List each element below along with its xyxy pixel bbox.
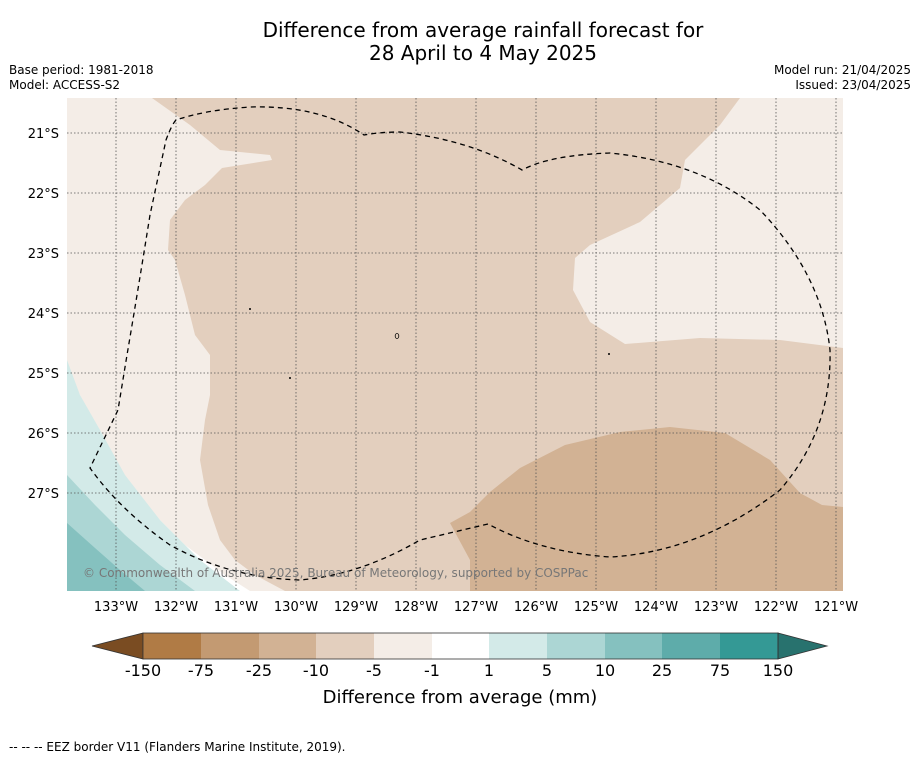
copyright-text: © Commonwealth of Australia 2025, Bureau… xyxy=(83,566,588,580)
model-name: Model: ACCESS-S2 xyxy=(9,78,121,92)
lon-label: 123°W xyxy=(694,600,738,615)
lat-label: 26°S xyxy=(28,427,59,442)
colorbar-tick: -75 xyxy=(188,661,214,680)
grid-lines xyxy=(67,98,843,591)
colorbar-tick: 5 xyxy=(542,661,552,680)
map-area: © Commonwealth of Australia 2025, Bureau… xyxy=(67,98,843,591)
colorbar-segment xyxy=(259,633,316,659)
colorbar-tick: 10 xyxy=(595,661,615,680)
latitude-labels: 21°S 22°S 23°S 24°S 25°S 26°S 27°S xyxy=(28,127,59,502)
lon-label: 124°W xyxy=(634,600,678,615)
region-minus25-minus10 xyxy=(450,427,843,591)
colorbar-tick: -150 xyxy=(125,661,161,680)
meta-left: Base period: 1981-2018 Model: ACCESS-S2 xyxy=(9,63,154,93)
meta-right: Model run: 21/04/2025 Issued: 23/04/2025 xyxy=(774,63,911,93)
lat-label: 24°S xyxy=(28,307,59,322)
eez-legend-footer: -- -- -- EEZ border V11 (Flanders Marine… xyxy=(9,740,346,754)
lon-label: 132°W xyxy=(154,600,198,615)
colorbar-tick: 25 xyxy=(652,661,672,680)
lon-label: 126°W xyxy=(514,600,558,615)
colorbar-tick: 75 xyxy=(710,661,730,680)
colorbar: -150 -75 -25 -10 -5 -1 1 5 10 25 75 150 … xyxy=(91,632,829,708)
lat-label: 27°S xyxy=(28,487,59,502)
lon-label: 131°W xyxy=(214,600,258,615)
lon-label: 121°W xyxy=(814,600,858,615)
colorbar-segment xyxy=(547,633,605,659)
lon-label: 129°W xyxy=(334,600,378,615)
island-dot xyxy=(289,377,291,379)
colorbar-tick: -25 xyxy=(246,661,272,680)
island-dot xyxy=(394,333,400,339)
colorbar-title: Difference from average (mm) xyxy=(323,687,598,708)
issued-date: Issued: 23/04/2025 xyxy=(795,78,911,92)
colorbar-segment xyxy=(374,633,432,659)
map-title: Difference from average rainfall forecas… xyxy=(0,19,919,65)
lat-label: 22°S xyxy=(28,187,59,202)
longitude-labels: 133°W 132°W 131°W 130°W 129°W 128°W 127°… xyxy=(94,600,858,615)
island-dot xyxy=(249,308,251,310)
colorbar-extend-high xyxy=(777,632,829,660)
colorbar-segment xyxy=(316,633,374,659)
eez-border xyxy=(89,106,831,581)
base-period: Base period: 1981-2018 xyxy=(9,63,154,77)
island-dot xyxy=(608,353,610,355)
region-10-25 xyxy=(67,523,145,591)
colorbar-segment xyxy=(201,633,259,659)
colorbar-segment xyxy=(720,633,778,659)
colorbar-extend-low xyxy=(91,632,144,660)
colorbar-tick: -5 xyxy=(366,661,382,680)
lon-label: 128°W xyxy=(394,600,438,615)
lon-label: 125°W xyxy=(574,600,618,615)
colorbar-outline xyxy=(142,632,779,660)
colorbar-tick: 1 xyxy=(484,661,494,680)
lon-label: 133°W xyxy=(94,600,138,615)
title-line-2: 28 April to 4 May 2025 xyxy=(369,41,597,65)
colorbar-segment xyxy=(662,633,720,659)
colorbar-tick: -1 xyxy=(424,661,440,680)
lon-label: 130°W xyxy=(274,600,318,615)
lat-label: 23°S xyxy=(28,247,59,262)
colorbar-tick: 150 xyxy=(763,661,794,680)
lat-label: 21°S xyxy=(28,127,59,142)
colorbar-tick-labels: -150 -75 -25 -10 -5 -1 1 5 10 25 75 150 xyxy=(125,661,793,680)
model-run: Model run: 21/04/2025 xyxy=(773,63,911,77)
lat-label: 25°S xyxy=(28,367,59,382)
lon-label: 127°W xyxy=(454,600,498,615)
title-line-1: Difference from average rainfall forecas… xyxy=(262,18,704,42)
lon-label: 122°W xyxy=(754,600,798,615)
colorbar-segment xyxy=(432,633,489,659)
colorbar-segment xyxy=(605,633,662,659)
colorbar-segment xyxy=(143,633,201,659)
colorbar-tick: -10 xyxy=(303,661,329,680)
colorbar-segment xyxy=(489,633,547,659)
